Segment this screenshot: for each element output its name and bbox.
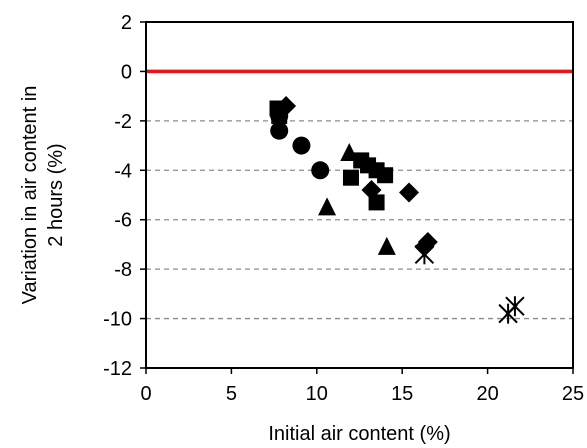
y-tick-label: -2 bbox=[114, 111, 132, 133]
x-tick-label: 25 bbox=[562, 383, 584, 405]
y-tick-label: -6 bbox=[114, 210, 132, 232]
x-tick-label: 5 bbox=[226, 383, 237, 405]
y-tick-label: 2 bbox=[121, 12, 132, 34]
x-tick-label: 0 bbox=[140, 383, 151, 405]
x-tick-label: 10 bbox=[306, 383, 328, 405]
triangle-marker bbox=[340, 142, 359, 161]
asterisk-marker bbox=[505, 296, 525, 317]
diamond-marker bbox=[399, 182, 420, 203]
y-tick-label: -8 bbox=[114, 259, 132, 281]
circle-marker bbox=[311, 161, 330, 180]
plot-area-frame bbox=[145, 21, 574, 369]
square-marker bbox=[377, 167, 394, 184]
square-marker bbox=[342, 169, 359, 186]
x-tick-label: 20 bbox=[476, 383, 498, 405]
x-axis-ticks: 0 5 10 15 20 25 bbox=[140, 368, 584, 405]
y-axis-label-line-2: 2 hours (%) bbox=[45, 143, 67, 246]
y-axis-label: Variation in air content in 2 hours (%) bbox=[19, 86, 67, 305]
data-points bbox=[269, 96, 525, 324]
asterisk-marker bbox=[414, 244, 435, 265]
y-tick-label: 0 bbox=[121, 61, 132, 83]
y-tick-label: -12 bbox=[103, 358, 132, 380]
y-axis-ticks: -12 -10 -8 -6 -4 -2 0 2 bbox=[103, 12, 146, 380]
x-axis-label: Initial air content (%) bbox=[268, 423, 450, 445]
y-tick-label: -4 bbox=[114, 160, 132, 182]
diamond-marker bbox=[361, 180, 382, 201]
gridlines bbox=[146, 120, 573, 320]
triangle-marker bbox=[318, 197, 337, 216]
x-tick-label: 15 bbox=[391, 383, 413, 405]
diamond-marker bbox=[276, 96, 297, 117]
triangle-marker bbox=[377, 236, 396, 255]
circle-marker bbox=[270, 121, 289, 140]
y-tick-label: -10 bbox=[103, 309, 132, 331]
circle-marker bbox=[292, 136, 311, 155]
y-axis-label-line-1: Variation in air content in bbox=[19, 86, 41, 305]
